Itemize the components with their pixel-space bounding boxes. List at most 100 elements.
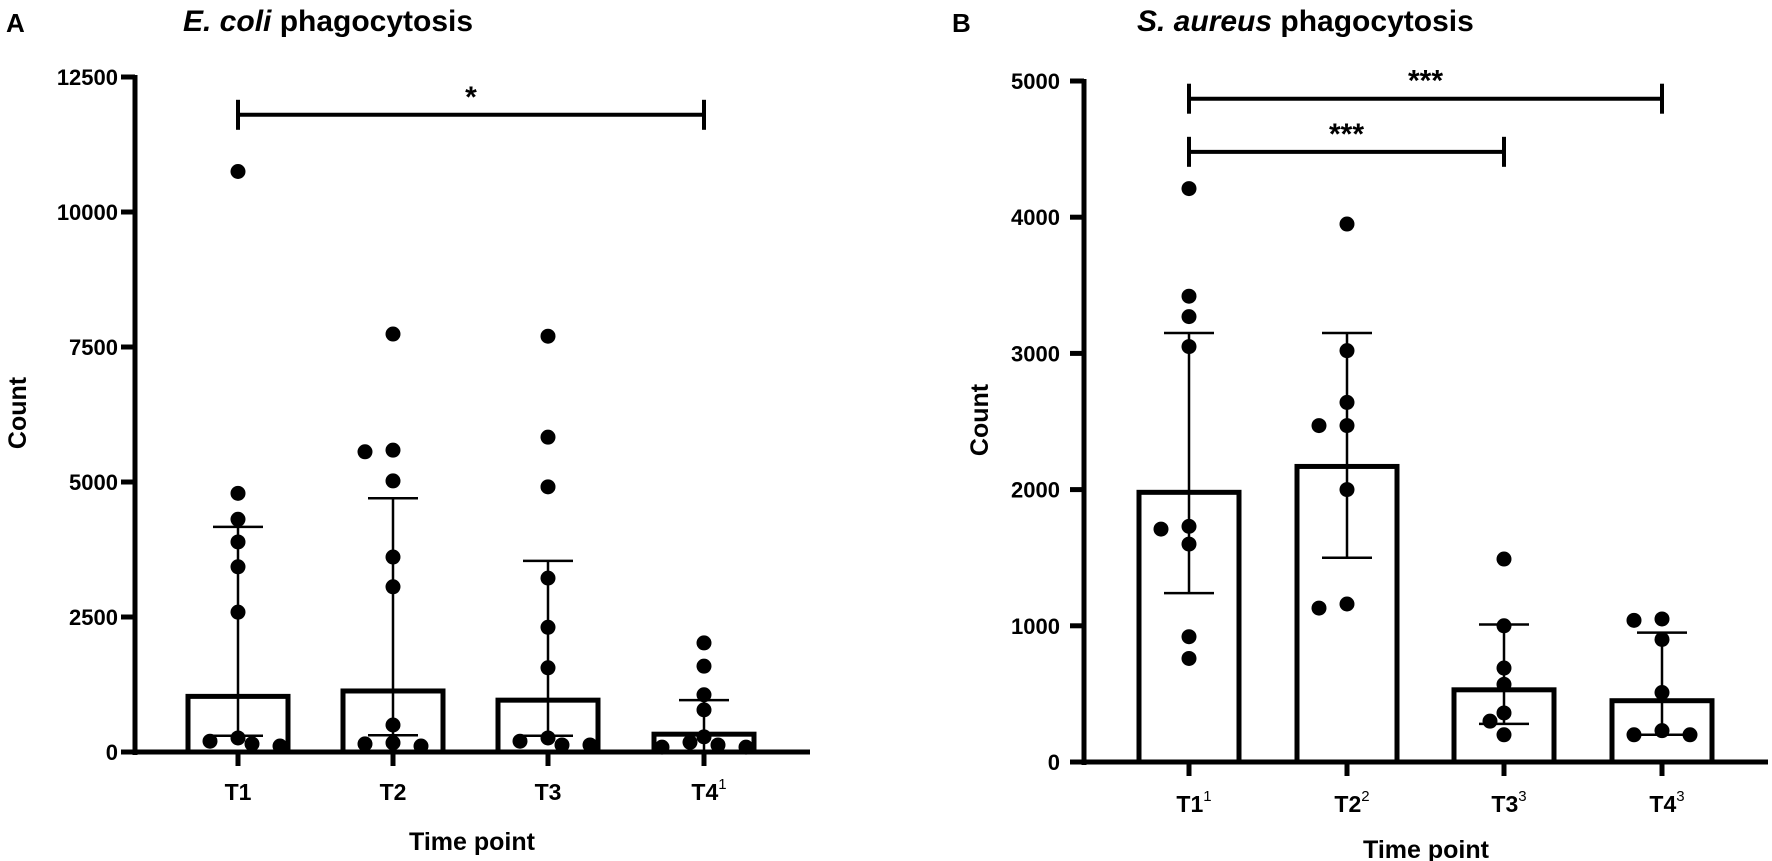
panel-a-data-point <box>385 549 401 565</box>
panel-a-y-tick-label: 7500 <box>69 335 118 360</box>
panel-a-x-axis-title: Time point <box>409 828 536 856</box>
panel-a-data-point <box>654 739 670 755</box>
panel-b-y-tick-label: 3000 <box>1011 341 1060 366</box>
panel-a-data-point <box>582 737 598 753</box>
panel-a-data-point <box>230 604 246 620</box>
panel-a-data-point <box>230 534 246 550</box>
panel-a-x-tick-label: T2 <box>380 779 407 805</box>
panel-b-data-point <box>1496 676 1512 692</box>
panel-a-significance-label: * <box>465 81 477 114</box>
panel-b-data-point <box>1181 518 1197 534</box>
panel-b-data-point <box>1311 418 1327 434</box>
panel-b-data-point <box>1654 723 1670 739</box>
panel-b-significance-label: *** <box>1408 65 1443 98</box>
panel-a-data-point <box>385 579 401 595</box>
panel-a-data-point <box>696 729 712 745</box>
panel-a-data-point <box>230 730 246 746</box>
panel-b-y-tick-label: 0 <box>1048 750 1060 775</box>
panel-b-data-point <box>1153 521 1169 537</box>
panel-a-data-point <box>230 164 246 179</box>
panel-b-data-point <box>1496 660 1512 676</box>
panel-b-x-tick-superscript: 3 <box>1676 788 1684 805</box>
panel-b-data-point <box>1339 216 1355 232</box>
panel-b-data-point <box>1339 343 1355 359</box>
panel-b-data-point <box>1496 551 1512 567</box>
panel-b-data-point <box>1339 418 1355 434</box>
panel-b-x-tick-label: T43 <box>1649 788 1684 817</box>
panel-a-x-tick-label: T1 <box>225 779 252 805</box>
panel-b-data-point <box>1496 705 1512 721</box>
panel-b-data-point <box>1181 536 1197 552</box>
panel-a-x-tick-superscript: 1 <box>718 776 726 793</box>
panel-b-title: S. aureus phagocytosis <box>1137 5 1474 38</box>
panel-a-data-point <box>357 444 373 460</box>
panel-a-data-point <box>244 736 260 752</box>
panel-b-data-point <box>1181 288 1197 304</box>
panel-a-data-point <box>385 717 401 733</box>
panel-b-data-point <box>1181 650 1197 666</box>
panel-b-data-point <box>1682 727 1698 743</box>
panel-b-data-point <box>1339 394 1355 410</box>
panel-b-data-point <box>1339 596 1355 612</box>
panel-b-data-point <box>1496 727 1512 743</box>
panel-a-data-point <box>682 734 698 750</box>
panel-letter-a: A <box>6 8 25 38</box>
panel-b-axes: 0 1000 2000 3000 4000 5000 T11 T22 T33 T43 *** *** <box>1011 65 1768 817</box>
panel-b-x-tick-label: T22 <box>1334 788 1369 817</box>
panel-b-data-point <box>1626 727 1642 743</box>
panel-a-data-point <box>696 687 712 703</box>
panel-a-data-point <box>512 733 528 749</box>
panel-b-data-point <box>1482 713 1498 729</box>
panel-a-y-tick-label: 5000 <box>69 470 118 495</box>
panel-b-data-point <box>1654 631 1670 647</box>
panel-a-data-point <box>540 730 556 746</box>
panel-b-data-point <box>1626 612 1642 628</box>
panel-b-x-tick-superscript: 3 <box>1518 788 1526 805</box>
panel-b-data-point <box>1181 339 1197 355</box>
panel-b-y-tick-label: 1000 <box>1011 614 1060 639</box>
panel-b-data-point <box>1654 685 1670 701</box>
panel-b-x-tick-label: T11 <box>1176 788 1211 817</box>
panel-a-data-point <box>696 702 712 718</box>
panel-b-data-point <box>1496 618 1512 634</box>
panel-b-y-axis-title: Count <box>966 383 994 456</box>
panel-a-data-point <box>385 735 401 751</box>
panel-a-y-axis-title: Count <box>4 376 32 449</box>
panel-b-x-tick-label: T33 <box>1491 788 1526 817</box>
panel-b: B S. aureus phagocytosis 0 1000 2000 3000 40… <box>952 5 1768 861</box>
panel-b-x-tick-superscript: 1 <box>1203 788 1211 805</box>
panel-b-data-point <box>1654 611 1670 627</box>
panel-a-data-point <box>272 738 288 754</box>
panel-a-data-point <box>738 739 754 755</box>
panel-a-y-tick-label: 2500 <box>69 605 118 630</box>
panel-b-x-tick-superscript: 2 <box>1361 788 1369 805</box>
panel-b-title-italic: S. aureus <box>1137 5 1272 38</box>
panel-b-data-point <box>1181 629 1197 645</box>
panel-a-data-point <box>385 473 401 489</box>
panel-b-x-axis-title: Time point <box>1363 836 1490 861</box>
panel-a-data-point <box>202 733 218 749</box>
panel-a-axes: 0 2500 5000 7500 10000 12500 T1 T2 T3 T41 * <box>57 65 810 805</box>
panel-a-data-point <box>385 326 401 342</box>
panel-a-title: E. coli phagocytosis <box>183 5 473 38</box>
panel-a-data-point <box>230 485 246 501</box>
panel-a-data-point <box>540 619 556 635</box>
panel-a-title-italic: E. coli <box>183 5 272 38</box>
panel-b-data-point <box>1181 309 1197 325</box>
panel-a-title-rest: phagocytosis <box>271 5 473 38</box>
panel-letter-b: B <box>952 8 971 38</box>
panel-b-y-tick-label: 2000 <box>1011 478 1060 503</box>
panel-a-data-point <box>540 479 556 495</box>
panel-a-data-point <box>710 737 726 753</box>
panel-b-significance-label: *** <box>1329 118 1364 151</box>
panel-a-y-tick-label: 12500 <box>57 65 118 90</box>
panel-a: A E. coli phagocytosis 0 2500 5000 7500 1000… <box>4 5 810 856</box>
panel-a-data-point <box>385 442 401 458</box>
panel-a-y-tick-label: 10000 <box>57 200 118 225</box>
panel-b-y-tick-label: 4000 <box>1011 205 1060 230</box>
panel-b-title-rest: phagocytosis <box>1272 5 1474 38</box>
panel-a-data-point <box>540 429 556 445</box>
panel-a-data-point <box>413 738 429 754</box>
panel-a-data-point <box>230 511 246 527</box>
